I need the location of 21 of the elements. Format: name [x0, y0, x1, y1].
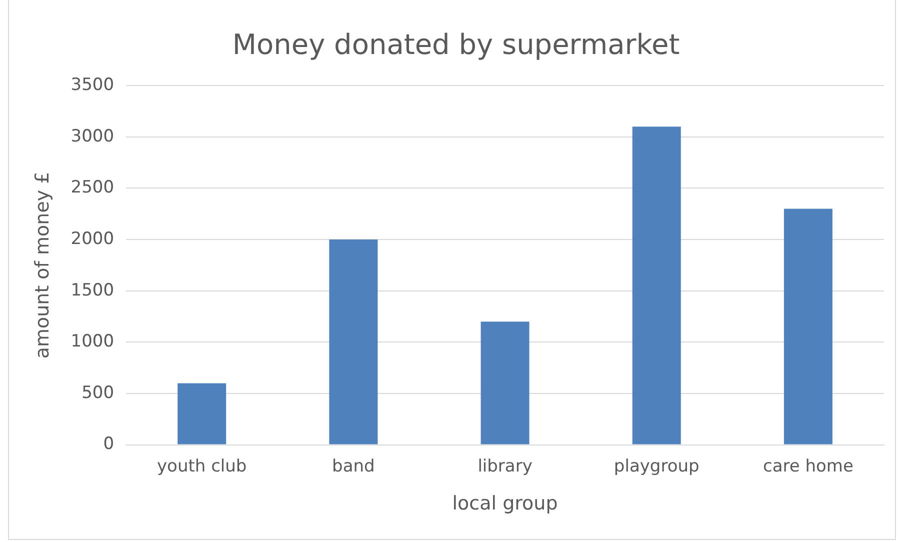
bar [480, 322, 530, 444]
x-tick-label: library [478, 456, 532, 476]
y-axis-title: amount of money £ [31, 172, 54, 359]
y-tick-label: 3000 [70, 126, 114, 146]
y-tick-label: 1000 [70, 332, 114, 352]
bar [329, 240, 378, 444]
x-tick-label: playgroup [614, 456, 700, 476]
bar [784, 208, 832, 444]
y-tick-label: 2000 [70, 228, 114, 249]
x-axis-title: local group [452, 492, 558, 515]
y-tick-label: 500 [82, 382, 114, 403]
chart-title: Money donated by supermarket [232, 28, 680, 62]
bar [178, 383, 226, 444]
y-tick-label: 0 [103, 434, 114, 454]
bar [632, 126, 681, 444]
y-tick-label: 3500 [70, 75, 114, 96]
y-tick-label: 1500 [70, 280, 114, 300]
x-tick-label: care home [762, 456, 854, 476]
y-tick-label: 2500 [70, 178, 114, 198]
x-tick-label: youth club [157, 456, 247, 476]
x-tick-label: band [332, 456, 375, 476]
